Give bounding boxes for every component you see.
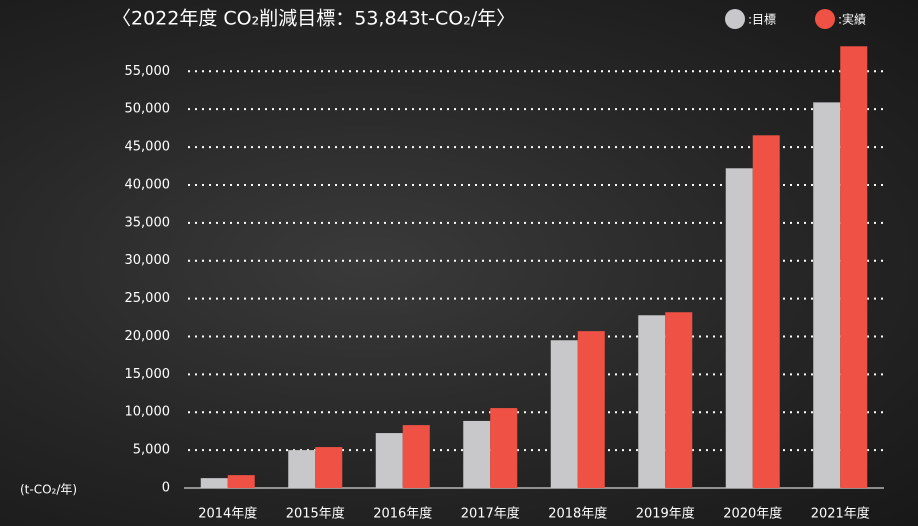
legend-label: :実績 [838, 12, 866, 27]
bar [376, 433, 403, 488]
y-tick-label: 15,000 [125, 367, 171, 382]
legend-swatch [725, 9, 745, 29]
bar [315, 447, 342, 488]
bar [665, 312, 692, 488]
y-tick-label: 20,000 [125, 329, 171, 344]
bar [288, 450, 315, 488]
y-tick-label: 35,000 [125, 215, 171, 230]
y-tick-label: 25,000 [125, 291, 171, 306]
bar [840, 46, 867, 488]
x-tick-label: 2015年度 [286, 506, 345, 522]
y-tick-label: 5,000 [133, 443, 170, 458]
x-tick-label: 2018年度 [548, 506, 607, 522]
x-tick-label: 2021年度 [811, 506, 870, 522]
bar [726, 168, 753, 488]
chart-title: 〈2022年度 CO₂削減目標：53,843t-CO₂/年〉 [112, 8, 515, 30]
bar [463, 421, 490, 488]
y-tick-label: 55,000 [125, 64, 171, 79]
y-tick-label: 10,000 [125, 405, 171, 420]
y-tick-label: 30,000 [125, 253, 171, 268]
x-tick-label: 2017年度 [461, 506, 520, 522]
x-tick-label: 2014年度 [198, 506, 257, 522]
bar [490, 408, 517, 488]
bar [753, 135, 780, 488]
x-tick-label: 2016年度 [373, 506, 432, 522]
legend-label: :目標 [748, 13, 776, 27]
bar [201, 478, 228, 488]
chart: 〈2022年度 CO₂削減目標：53,843t-CO₂/年〉 (t-CO₂/年)… [0, 0, 918, 526]
bar [638, 315, 665, 488]
bar [551, 340, 578, 488]
x-tick-label: 2020年度 [723, 506, 782, 522]
legend-swatch [815, 9, 835, 29]
bar [403, 425, 430, 488]
y-tick-label: 50,000 [125, 102, 171, 117]
x-tick-label: 2019年度 [636, 506, 695, 522]
y-tick-label: 45,000 [125, 140, 171, 155]
bar [813, 102, 840, 488]
y-tick-label: 0 [162, 481, 170, 496]
y-tick-label: 40,000 [125, 177, 171, 192]
bar [228, 475, 255, 488]
bar [578, 331, 605, 488]
y-axis-label: (t-CO₂/年) [20, 483, 77, 497]
